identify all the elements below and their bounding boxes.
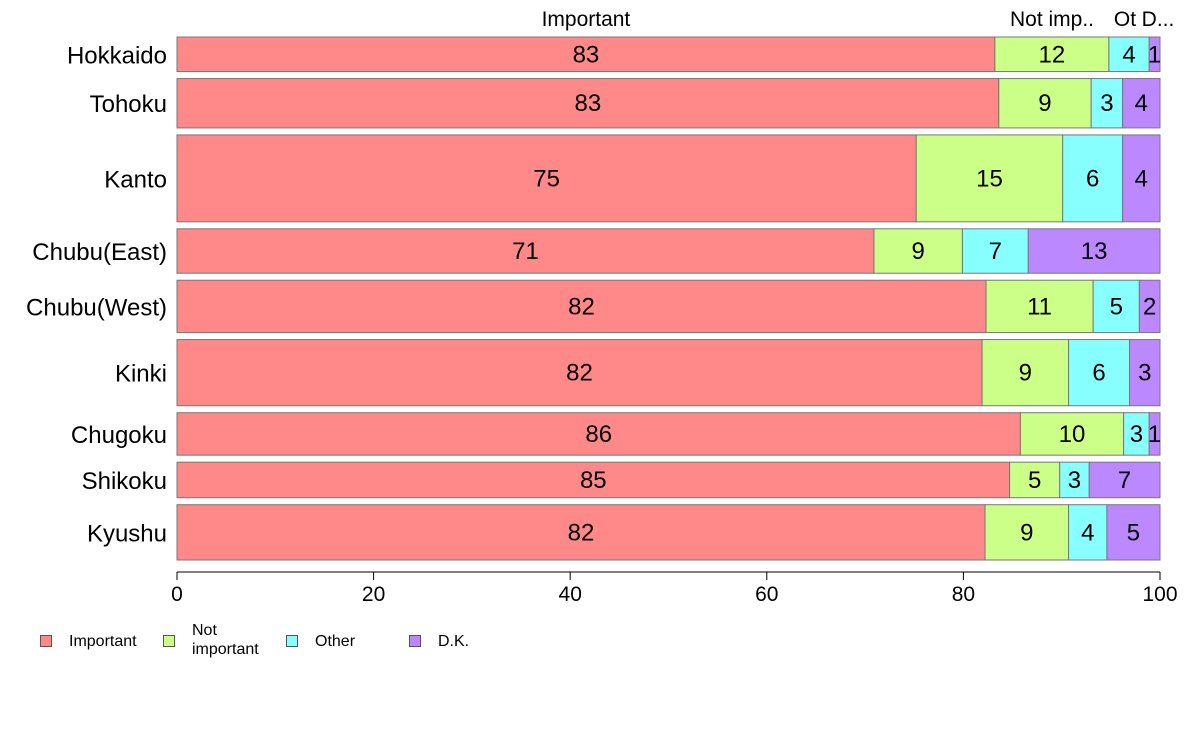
bar-segment [873, 228, 963, 274]
bar-segment [1092, 279, 1140, 334]
data-label: 3 [1100, 90, 1113, 117]
x-tick-label: 20 [362, 583, 385, 606]
bar-segment [176, 36, 996, 73]
bar-segment [176, 504, 986, 561]
bar-segment [1122, 134, 1161, 223]
data-label: 9 [1038, 90, 1051, 117]
row-label: Tohoku [90, 91, 167, 118]
row-label: Chugoku [71, 422, 167, 449]
bar-segment [1138, 279, 1161, 334]
bar-segment [1068, 504, 1108, 561]
x-tick-label: 60 [755, 583, 778, 606]
data-label: 82 [566, 360, 593, 387]
bar-segment [176, 134, 917, 223]
data-label: 1 [1148, 421, 1161, 448]
bar-segment [176, 412, 1021, 456]
x-axis: 0 20 40 60 80 100 [171, 571, 1178, 606]
bar-segment [1019, 412, 1125, 456]
bar-segment [176, 339, 983, 407]
data-label: 3 [1130, 421, 1143, 448]
bar-segment [984, 504, 1070, 561]
bar-segment [1122, 78, 1161, 129]
bar-segment [1106, 504, 1161, 561]
bar-segment [915, 134, 1064, 223]
data-label: 10 [1059, 421, 1086, 448]
data-label: 4 [1081, 519, 1094, 546]
data-label: 5 [1110, 293, 1123, 320]
data-label: 3 [1138, 360, 1151, 387]
bar-segment [176, 228, 875, 274]
data-label: 4 [1135, 165, 1148, 192]
data-label: 4 [1122, 41, 1135, 68]
bar-segment [1108, 36, 1150, 73]
top-label: Not imp.. [1010, 8, 1094, 31]
data-label: 4 [1135, 90, 1148, 117]
row-label: Hokkaido [67, 42, 167, 69]
data-label: 75 [533, 165, 560, 192]
data-label: 6 [1086, 165, 1099, 192]
bar-segment [998, 78, 1092, 129]
data-label: 7 [989, 238, 1002, 265]
row-label: Shikoku [82, 468, 167, 495]
data-label: 86 [585, 421, 612, 448]
bar-segment [176, 461, 1011, 499]
data-label: 13 [1081, 238, 1108, 265]
top-label: D... [1142, 8, 1175, 31]
data-label: 83 [573, 41, 600, 68]
data-label: 9 [1020, 519, 1033, 546]
x-tick-label: 80 [952, 583, 975, 606]
top-labels-layer: Important Not imp.. Ot D... [542, 8, 1175, 31]
data-label: 1 [1148, 41, 1161, 68]
bar-segment [994, 36, 1110, 73]
data-label: 82 [568, 519, 595, 546]
data-label: 71 [512, 238, 539, 265]
row-label: Kanto [104, 166, 167, 193]
row-label: Chubu(East) [32, 239, 167, 266]
data-label: 7 [1118, 467, 1131, 494]
data-label: 5 [1028, 467, 1041, 494]
x-tick-label: 0 [171, 583, 183, 606]
x-tick-label: 100 [1142, 583, 1177, 606]
data-label: 6 [1092, 360, 1105, 387]
row-label: Kinki [115, 361, 167, 388]
row-labels-layer: Hokkaido Tohoku Kanto Chubu(East) Chubu(West… [26, 42, 167, 547]
data-label: 83 [575, 90, 602, 117]
bar-segment [1090, 78, 1124, 129]
row-label: Kyushu [87, 520, 167, 547]
data-label: 11 [1027, 293, 1052, 320]
data-label: 9 [912, 238, 925, 265]
data-label: 9 [1019, 360, 1032, 387]
row-label: Chubu(West) [26, 294, 167, 321]
data-label: 5 [1127, 519, 1140, 546]
x-tick-label: 40 [559, 583, 582, 606]
data-label: 85 [580, 467, 607, 494]
data-label: 12 [1039, 41, 1066, 68]
top-label: Important [542, 8, 631, 31]
bar-segment [1148, 412, 1161, 456]
top-label: Ot [1114, 8, 1136, 31]
bar-segment [961, 228, 1029, 274]
data-label: 15 [976, 165, 1003, 192]
bar-segment [1027, 228, 1161, 274]
bar-segment [981, 339, 1070, 407]
data-label: 2 [1143, 293, 1156, 320]
data-label: 82 [568, 293, 595, 320]
bar-segment [1062, 134, 1124, 223]
data-label: 3 [1068, 467, 1081, 494]
bar-segment [1148, 36, 1161, 73]
bar-segment [1129, 339, 1161, 407]
bar-segment [1088, 461, 1161, 499]
